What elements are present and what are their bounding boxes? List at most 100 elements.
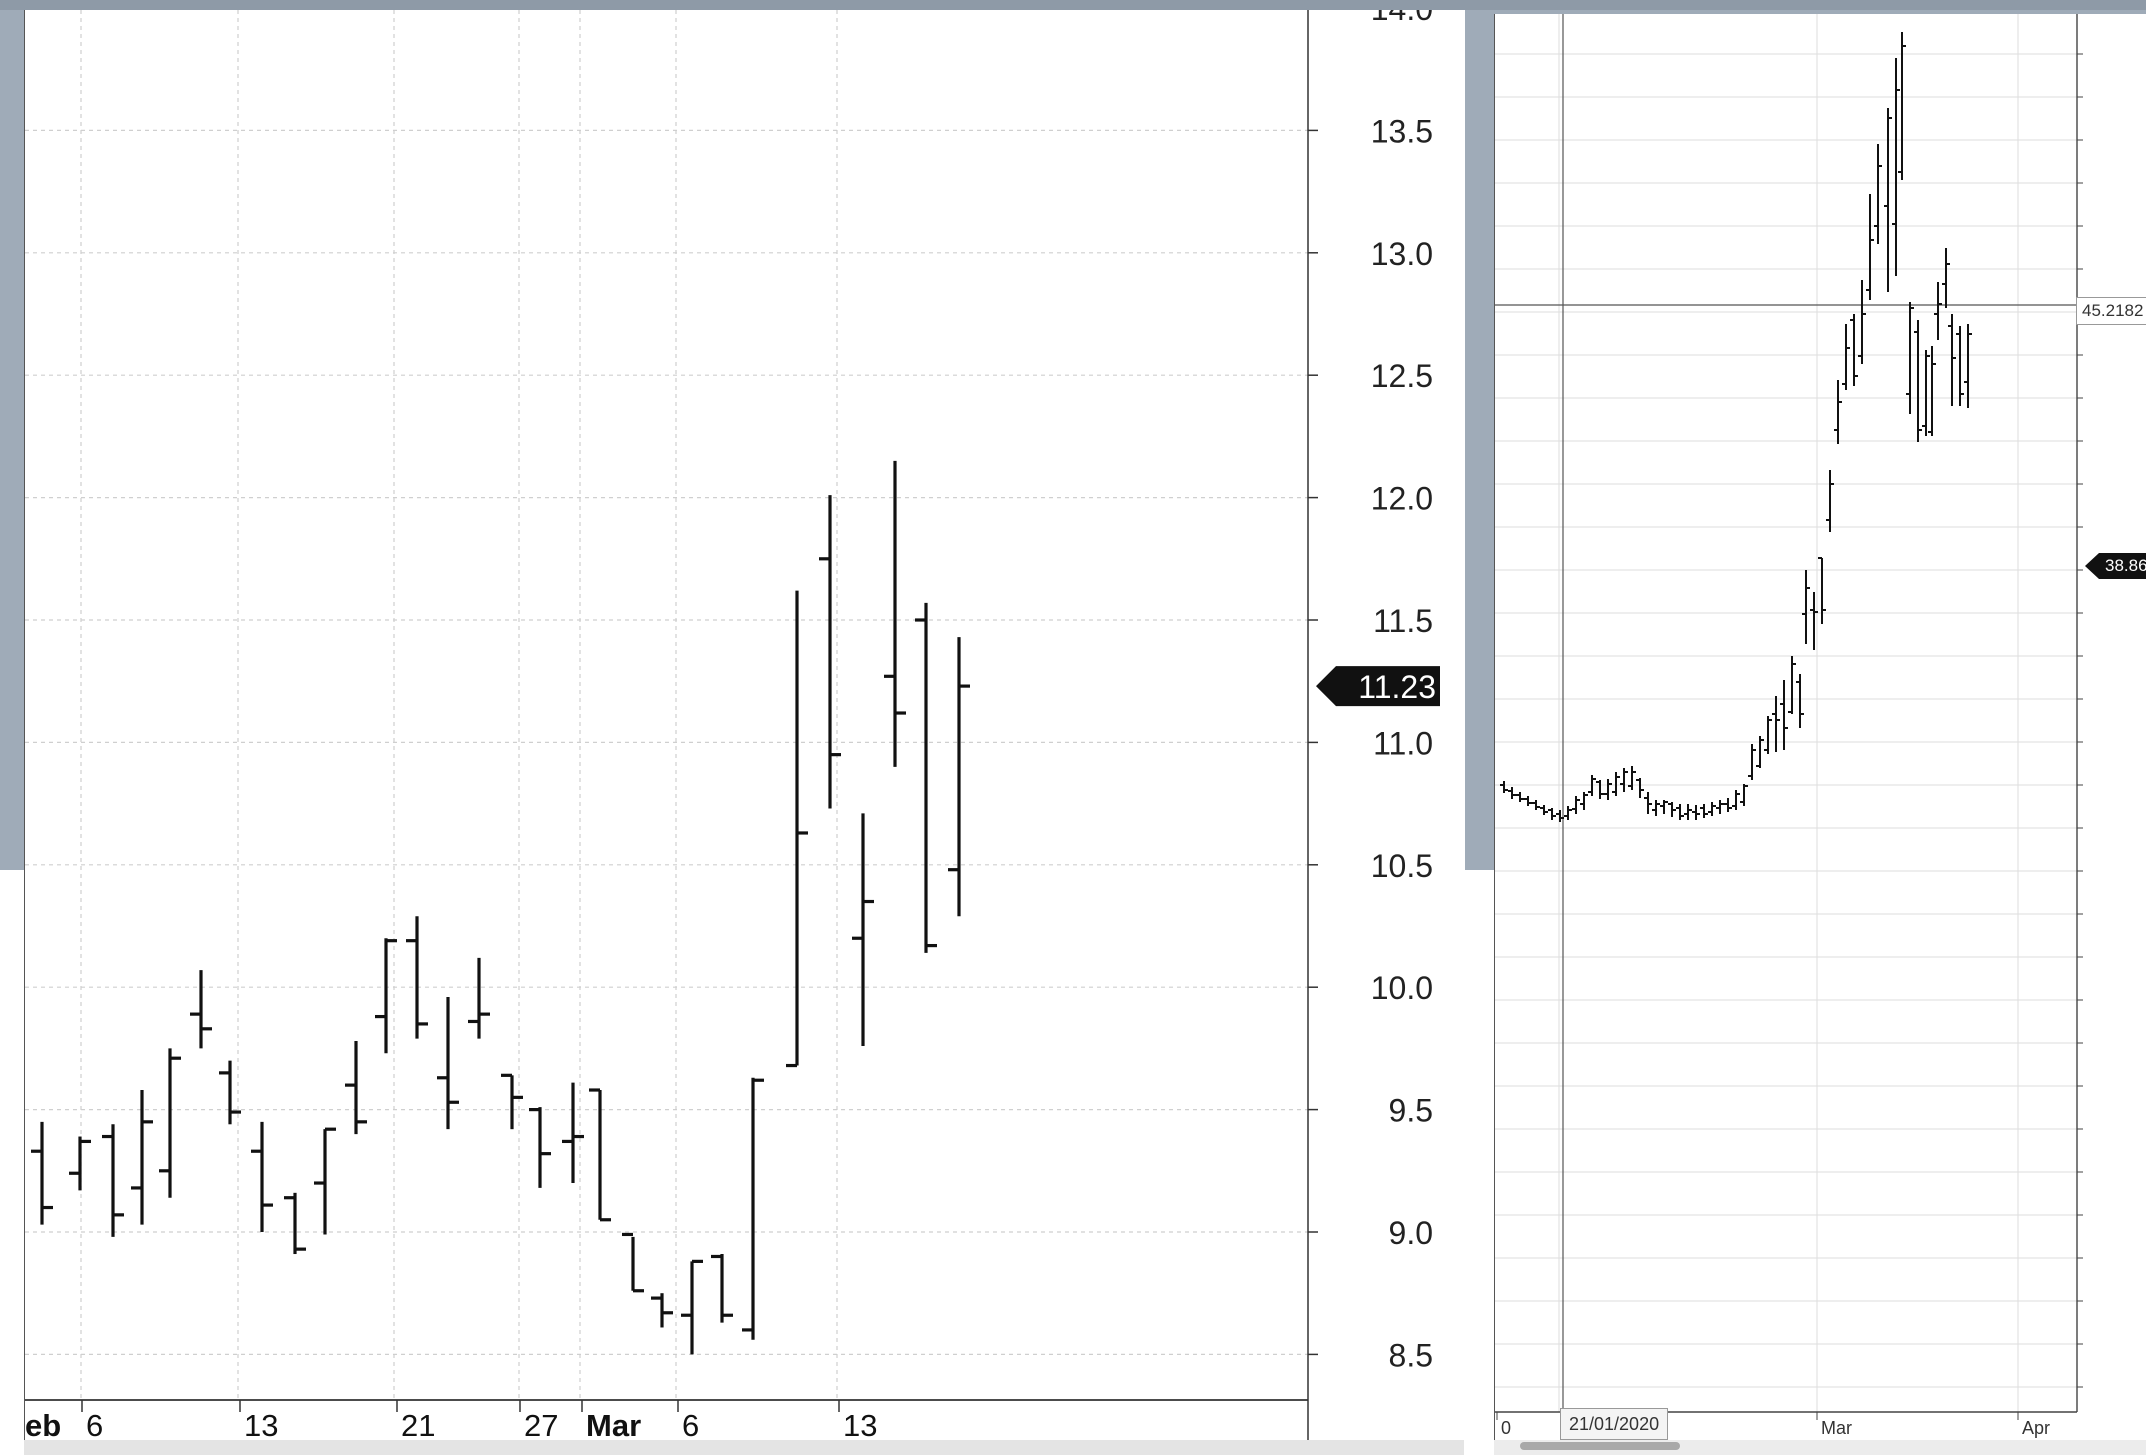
ohlc-bar [1934, 282, 1942, 340]
right-last-price-tag: 38.86 [2085, 553, 2146, 579]
left-chart-panel[interactable]: 14.0 13.5 13.0 12.5 12.0 11.5 11.0 10.5 10.0 9.5 9… [24, 10, 1465, 1455]
ohlc-bar [1508, 787, 1516, 799]
ohlc-bar [1652, 800, 1660, 816]
x-tick-label: 13 [843, 1408, 877, 1443]
ohlc-bar [1532, 800, 1540, 810]
ohlc-bar [1928, 346, 1936, 436]
ohlc-bar [1964, 324, 1972, 408]
ohlc-bar [1810, 592, 1818, 650]
ohlc-bar [159, 1048, 181, 1198]
ohlc-bar [1874, 144, 1882, 244]
ohlc-bar [589, 1088, 611, 1222]
ohlc-bar [1956, 326, 1964, 406]
ohlc-bar [31, 1121, 53, 1225]
y-tick-label: 9.0 [1389, 1215, 1433, 1251]
ohlc-bar [1580, 792, 1588, 810]
x-tick-label: 6 [682, 1408, 699, 1443]
ohlc-bar [284, 1192, 306, 1255]
x-tick-label: eb [25, 1408, 61, 1443]
ohlc-bar [1564, 806, 1572, 820]
left-ohlc-chart[interactable]: 14.0 13.5 13.0 12.5 12.0 11.5 11.0 10.5 10.0 9.5 9… [25, 10, 1465, 1455]
ohlc-bar [1636, 778, 1644, 798]
ohlc-bar [1684, 804, 1692, 820]
ohlc-bar [562, 1082, 584, 1184]
crosshair-price-label: 45.2182 [2076, 297, 2146, 325]
x-tick-label: Mar [586, 1408, 641, 1443]
ohlc-bar [948, 637, 970, 917]
ohlc-bar [1612, 772, 1620, 796]
ohlc-bar [102, 1124, 124, 1237]
last-price-tag: 11.23 [1316, 666, 1440, 707]
y-tick-label: 9.5 [1389, 1093, 1433, 1129]
ohlc-bar [1716, 800, 1724, 814]
x-tick-label: 13 [244, 1408, 278, 1443]
ohlc-bar [1858, 280, 1866, 364]
ohlc-bar [1620, 768, 1628, 792]
ohlc-bar [1700, 804, 1708, 818]
x-tick-label: 21 [401, 1408, 435, 1443]
ohlc-bar [437, 996, 459, 1130]
ohlc-bar [681, 1259, 703, 1355]
ohlc-bar [1628, 766, 1636, 790]
last-price-label: 11.23 [1358, 669, 1436, 705]
ohlc-bar [1866, 194, 1874, 300]
ohlc-bar [915, 602, 937, 953]
x-tick-label: 0 [1501, 1418, 1511, 1438]
ohlc-bar [1556, 810, 1564, 822]
ohlc-bar [1708, 802, 1716, 816]
right-scrollbar-thumb[interactable] [1520, 1442, 1680, 1450]
ohlc-bar [1500, 781, 1508, 793]
ohlc-bar [622, 1232, 644, 1293]
ohlc-bar [1588, 775, 1596, 796]
ohlc-bar [1740, 784, 1748, 806]
ohlc-bar [1818, 557, 1826, 624]
ohlc-bar [1898, 32, 1906, 180]
ohlc-bar [1660, 800, 1668, 814]
right-ohlc-chart[interactable]: 0 Mar Apr [1495, 14, 2146, 1455]
ohlc-bar [1692, 805, 1700, 820]
ohlc-bar [852, 813, 874, 1046]
ohlc-bar [1724, 798, 1732, 812]
ohlc-bar [884, 460, 906, 767]
ohlc-bar [69, 1136, 91, 1191]
ohlc-bar [1826, 470, 1834, 532]
ohlc-bar [742, 1077, 764, 1340]
ohlc-bar [501, 1073, 523, 1130]
left-scrollbar[interactable] [24, 1440, 1464, 1455]
ohlc-bar [1796, 674, 1804, 728]
y-tick-label: 8.5 [1389, 1337, 1433, 1373]
ohlc-bar [1572, 796, 1580, 814]
y-tick-label: 12.5 [1371, 358, 1433, 394]
ohlc-bar [1548, 808, 1556, 820]
ohlc-bar [1524, 796, 1532, 806]
ohlc-bar [1922, 350, 1930, 436]
ohlc-bar [1596, 780, 1604, 799]
ohlc-bar [1892, 58, 1900, 276]
x-tick-label: 27 [524, 1408, 558, 1443]
ohlc-bar [651, 1293, 673, 1328]
ohlc-bar [219, 1060, 241, 1125]
ohlc-bar [406, 916, 428, 1039]
ohlc-bar [375, 938, 397, 1054]
ohlc-bar [819, 495, 841, 809]
y-tick-label: 13.0 [1371, 236, 1433, 272]
ohlc-bar [711, 1254, 733, 1323]
ohlc-bar [1884, 108, 1892, 292]
ohlc-bar [1604, 779, 1612, 800]
ohlc-bar [1668, 802, 1676, 817]
ohlc-bar [1780, 680, 1788, 750]
y-tick-label: 11.0 [1373, 725, 1433, 761]
y-tick-label: 11.5 [1373, 603, 1433, 639]
window-top-strip [0, 0, 2146, 10]
ohlc-bar [1540, 805, 1548, 815]
ohlc-bar [1732, 790, 1740, 810]
ohlc-bar [1756, 736, 1764, 768]
ohlc-bar [1788, 656, 1796, 714]
ohlc-bar [786, 590, 808, 1068]
ohlc-bar [1948, 314, 1956, 406]
y-tick-label: 14.0 [1371, 10, 1433, 27]
ohlc-bar [251, 1121, 273, 1232]
ohlc-bar [1748, 744, 1756, 780]
right-chart-panel[interactable]: 0 Mar Apr [1494, 14, 2146, 1455]
ohlc-bar [1850, 314, 1858, 386]
